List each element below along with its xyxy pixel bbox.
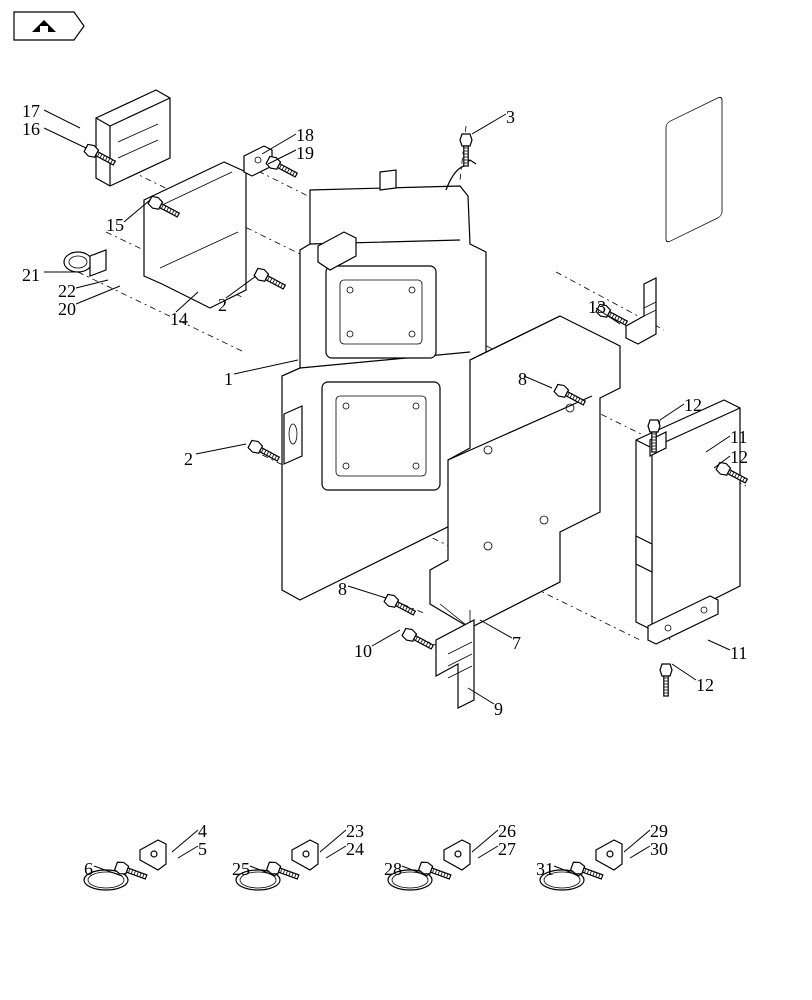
- callout-c12a: 12: [684, 396, 702, 414]
- callout-c11a: 11: [730, 428, 747, 446]
- callout-c2a: 2: [218, 296, 227, 314]
- part-cover-assembly: [64, 90, 272, 308]
- callout-c20: 20: [58, 300, 76, 318]
- callout-c2b: 2: [184, 450, 193, 468]
- callout-c16: 16: [22, 120, 40, 138]
- callout-c3: 3: [506, 108, 515, 126]
- callout-c10: 10: [354, 642, 372, 660]
- callout-c18: 18: [296, 126, 314, 144]
- callout-c28: 28: [384, 860, 402, 878]
- callout-c21: 21: [22, 266, 40, 284]
- callout-c8b: 8: [338, 580, 347, 598]
- callout-c24: 24: [346, 840, 364, 858]
- part-controller-right: [636, 96, 740, 644]
- callout-c12b: 12: [730, 448, 748, 466]
- callout-c9: 9: [494, 700, 503, 718]
- callout-c26: 26: [498, 822, 516, 840]
- callout-c22: 22: [58, 282, 76, 300]
- callout-c25: 25: [232, 860, 250, 878]
- callout-c15: 15: [106, 216, 124, 234]
- part-bracket-lower: [436, 620, 474, 708]
- callout-c14: 14: [170, 310, 188, 328]
- callout-c4: 4: [198, 822, 207, 840]
- callout-c11b: 11: [730, 644, 747, 662]
- callout-c31: 31: [536, 860, 554, 878]
- callout-c8a: 8: [518, 370, 527, 388]
- callout-c1: 1: [224, 370, 233, 388]
- callout-c23: 23: [346, 822, 364, 840]
- callout-c7: 7: [512, 634, 521, 652]
- callout-c6: 6: [84, 860, 93, 878]
- callout-c29: 29: [650, 822, 668, 840]
- callout-c12c: 12: [696, 676, 714, 694]
- callout-c17: 17: [22, 102, 40, 120]
- callout-c30: 30: [650, 840, 668, 858]
- part-relay-bracket: [626, 278, 656, 344]
- callout-c5: 5: [198, 840, 207, 858]
- callout-c13: 13: [588, 298, 606, 316]
- nav-icon: [14, 12, 84, 40]
- callout-c27: 27: [498, 840, 516, 858]
- exploded-view-diagram: [0, 0, 812, 1000]
- callout-c19: 19: [296, 144, 314, 162]
